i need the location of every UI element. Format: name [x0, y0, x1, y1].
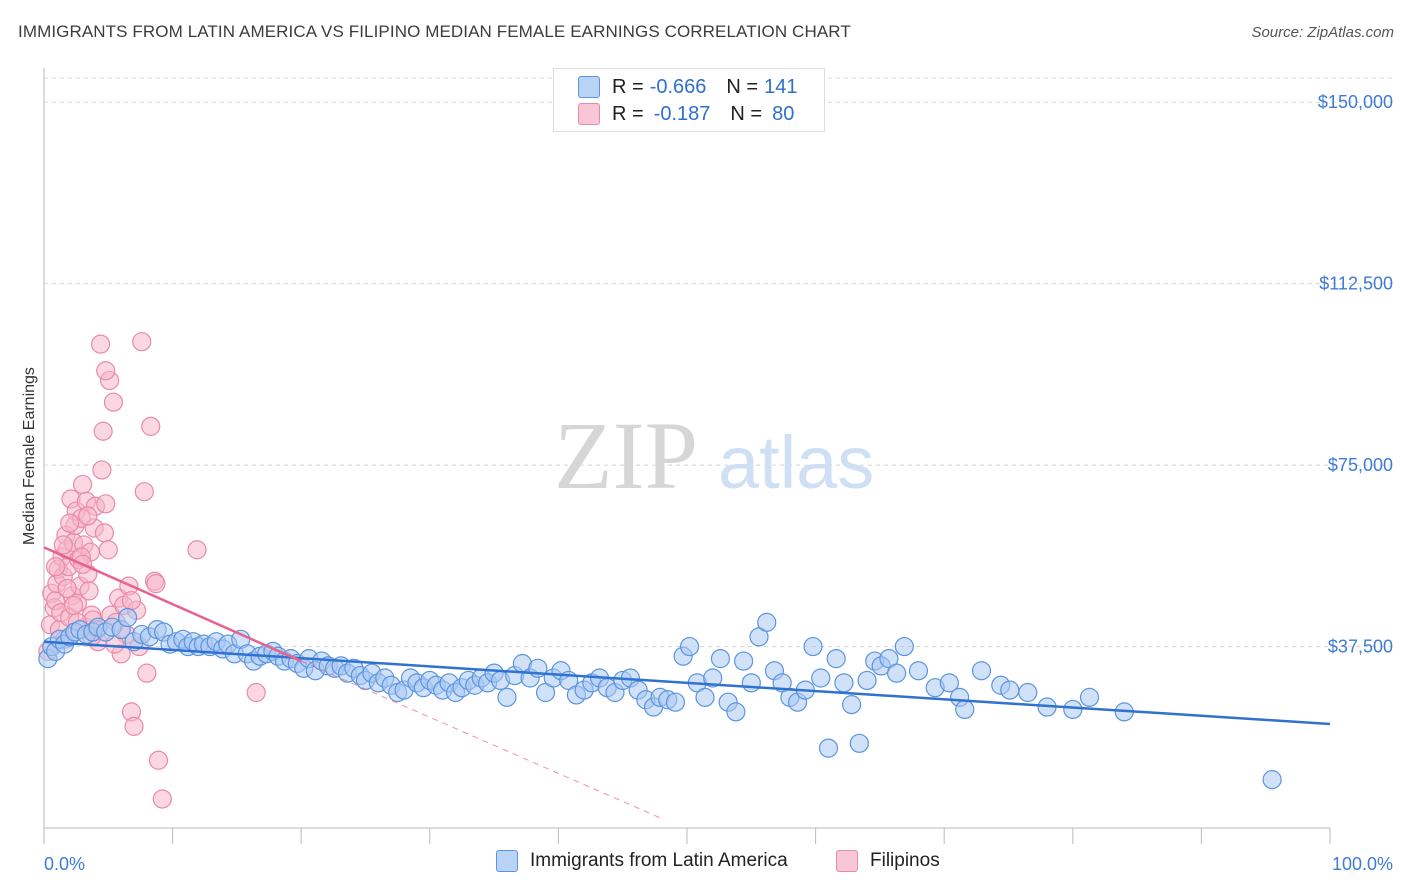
- latin-america-point: [908, 661, 929, 681]
- filipinos-point: [132, 332, 152, 352]
- tick-labels: $37,500 $75,000 $112,500 $150,000 0.0% 100.0%: [44, 92, 1393, 874]
- filipinos-point: [96, 361, 116, 381]
- trend-lines: [43, 546, 1331, 819]
- filipinos-point: [53, 535, 73, 555]
- filipinos-point: [90, 334, 111, 354]
- filipinos-point: [96, 494, 116, 514]
- legend-item-latin-america: Immigrants from Latin America: [496, 850, 788, 872]
- watermark-zip: ZIP: [554, 402, 698, 509]
- latin-america-point: [1000, 680, 1020, 700]
- legend-n-value: 141: [764, 75, 798, 98]
- filipinos-point: [148, 750, 169, 770]
- latin-america-point: [939, 673, 959, 693]
- legend-r-value: -0.187: [653, 102, 711, 125]
- latin-america-point: [826, 649, 846, 669]
- filipinos-point: [134, 482, 154, 502]
- legend-swatch-blue: [578, 76, 600, 98]
- latin-america-point: [834, 673, 854, 693]
- legend-label-latin-america: Immigrants from Latin America: [530, 850, 788, 871]
- source-credit: Source: ZipAtlas.com: [1251, 24, 1394, 41]
- y-tick-label: $37,500: [1328, 637, 1393, 657]
- legend-swatch-pink: [836, 850, 858, 872]
- y-tick-label: $75,000: [1328, 455, 1393, 475]
- filipinos-trend-line: [43, 546, 302, 663]
- legend-item-filipinos: Filipinos: [836, 850, 940, 872]
- legend-label-filipinos: Filipinos: [870, 850, 940, 871]
- legend-r-value: -0.666: [649, 75, 707, 98]
- latin-america-point: [1262, 770, 1282, 790]
- legend-r-label: R =: [612, 75, 644, 98]
- filipinos-point: [121, 590, 142, 611]
- watermark: ZIP atlas: [554, 402, 874, 509]
- grid-lines: [44, 77, 1394, 648]
- filipinos-point: [94, 523, 115, 543]
- filipinos-point: [152, 789, 172, 809]
- latin-america-point: [842, 695, 862, 715]
- latin-america-point: [887, 663, 907, 683]
- latin-america-point: [726, 702, 746, 722]
- latin-america-point: [1063, 699, 1083, 720]
- axes: [43, 68, 1331, 844]
- legend-n-value: 80: [772, 102, 795, 125]
- latin-america-point: [849, 733, 869, 753]
- latin-america-point: [1079, 687, 1100, 707]
- latin-america-point: [117, 607, 138, 628]
- latin-america-point: [818, 738, 839, 758]
- latin-america-point: [741, 673, 761, 693]
- filipinos-point: [103, 392, 124, 412]
- latin-america-point: [811, 668, 831, 688]
- latin-america-point: [679, 636, 700, 657]
- x-tick-label-start: 0.0%: [44, 854, 85, 874]
- filipinos-point: [141, 416, 161, 436]
- latin-america-point: [894, 636, 914, 657]
- y-axis-label: Median Female Earnings: [21, 367, 38, 545]
- latin-america-point: [757, 612, 777, 632]
- latin-america-point: [710, 649, 731, 669]
- latin-america-point: [857, 670, 877, 691]
- latin-america-point: [665, 692, 686, 712]
- legend-n-label: N =: [730, 102, 763, 125]
- y-tick-label: $150,000: [1318, 92, 1393, 112]
- legend-r-label: R =: [612, 102, 644, 125]
- watermark-atlas: atlas: [718, 421, 874, 504]
- filipinos-point: [60, 513, 80, 533]
- filipinos-point: [72, 474, 93, 495]
- latin-america-point: [733, 651, 754, 671]
- filipinos-points: [38, 332, 266, 809]
- filipinos-point: [137, 663, 157, 683]
- filipinos-point: [246, 682, 266, 703]
- filipinos-point: [45, 557, 66, 577]
- legend-swatch-pink: [578, 103, 600, 125]
- latin-america-point: [971, 661, 992, 681]
- legend-n-label: N =: [726, 75, 759, 98]
- latin-america-points: [38, 607, 1282, 790]
- filipinos-point: [92, 460, 112, 480]
- latin-america-point: [497, 687, 517, 707]
- filipinos-point: [146, 574, 166, 594]
- latin-america-point: [955, 699, 975, 720]
- legend-swatch-blue: [496, 850, 518, 872]
- filipinos-point: [57, 578, 77, 599]
- latin-america-point: [803, 636, 823, 657]
- filipinos-point: [187, 540, 207, 560]
- legend-row-filipinos: R = -0.187 N = 80: [578, 102, 794, 126]
- series-legend: Immigrants from Latin America Filipinos: [0, 850, 1406, 878]
- filipinos-point: [124, 716, 144, 736]
- filipinos-point: [98, 540, 118, 560]
- chart-title: IMMIGRANTS FROM LATIN AMERICA VS FILIPIN…: [18, 22, 851, 41]
- y-tick-label: $112,500: [1319, 274, 1393, 294]
- stats-legend: R = -0.666 N = 141 R = -0.187 N = 80: [553, 68, 825, 132]
- latin-america-point: [695, 687, 715, 707]
- legend-row-latin-america: R = -0.666 N = 141: [578, 75, 797, 99]
- filipinos-point: [79, 581, 99, 601]
- latin-america-trend-line: [43, 640, 1331, 726]
- latin-america-point: [703, 668, 723, 688]
- filipinos-point: [63, 595, 84, 616]
- filipinos-point: [78, 506, 98, 526]
- x-tick-label-end: 100.0%: [1332, 854, 1393, 874]
- filipinos-point: [93, 421, 113, 441]
- latin-america-point: [1018, 682, 1038, 703]
